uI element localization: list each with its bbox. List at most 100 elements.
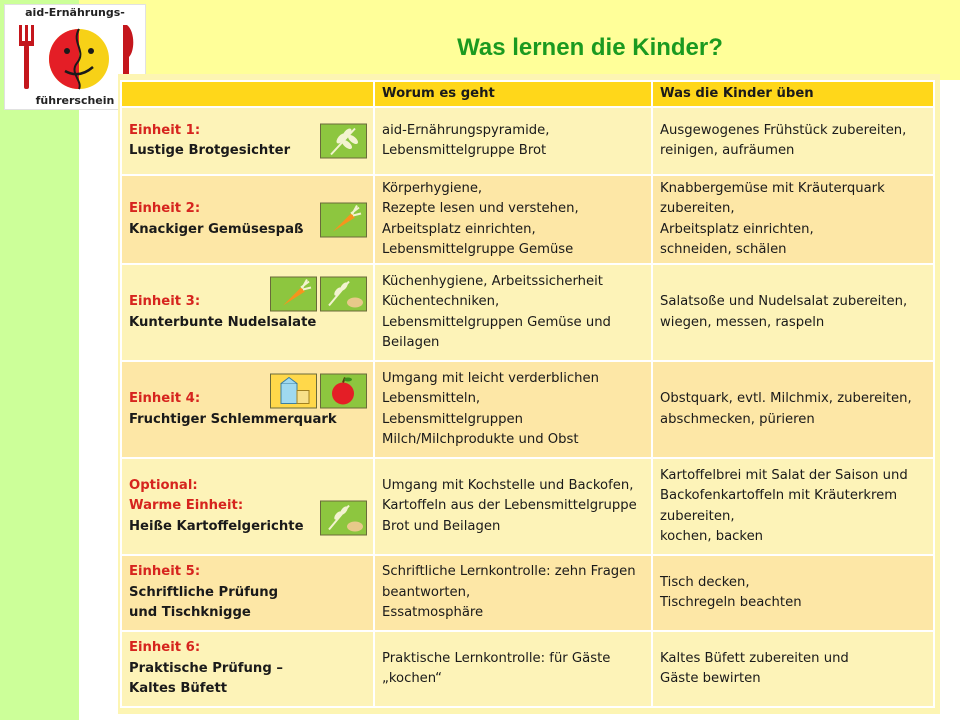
header-unit — [120, 80, 375, 108]
table-header-row: Worum es geht Was die Kinder üben — [120, 80, 935, 108]
curriculum-table-wrapper: Worum es geht Was die Kinder üben Einhei… — [118, 74, 940, 714]
top-band — [0, 0, 960, 80]
practice-line: schneiden, schälen — [660, 242, 787, 257]
grain-potato-icon — [320, 500, 367, 536]
topic-line: Kartoffeln aus der Lebensmittelgruppe — [382, 498, 637, 514]
table-row: Einheit 5: Schriftliche Prüfung und Tisc… — [120, 554, 935, 632]
topic-line: Umgang mit leicht verderblichen — [382, 370, 599, 386]
unit-label: Einheit 4: — [129, 391, 201, 406]
topic-line: Rezepte lesen und verstehen, — [382, 201, 579, 216]
unit-label: Einheit 5: — [129, 564, 201, 580]
topic-cell: Körperhygiene, Rezepte lesen und versteh… — [373, 174, 653, 265]
practice-cell: Knabbergemüse mit Kräuterquark zubereite… — [651, 174, 935, 265]
topic-line: Küchenhygiene, Arbeitssicherheit — [382, 273, 603, 289]
topic-line: Arbeitsplatz einrichten, — [382, 221, 536, 237]
unit-label: Einheit 6: — [129, 640, 201, 656]
table-row: Einheit 4: Fruchtiger Schlemmerquark Umg… — [120, 360, 935, 459]
topic-line: Lebensmitteln, — [382, 391, 481, 406]
practice-line: Tisch decken, — [660, 574, 750, 590]
unit-label: Einheit 2: — [129, 201, 201, 216]
topic-cell: aid-Ernährungspyramide, Lebensmittelgrup… — [373, 106, 653, 176]
topic-line: Praktische Lernkontrolle: für Gäste — [382, 650, 611, 666]
practice-line: Salatsoße und Nudelsalat zubereiten, — [660, 294, 908, 309]
practice-line: Obstquark, evtl. Milchmix, zubereiten, — [660, 391, 912, 406]
practice-line: abschmecken, pürieren — [660, 411, 815, 427]
table-row: Einheit 6: Praktische Prüfung – Kaltes B… — [120, 630, 935, 708]
topic-line: Körperhygiene, — [382, 180, 483, 196]
logo-top-text: aid-Ernährungs- — [25, 6, 125, 19]
topic-cell: Umgang mit Kochstelle und Backofen, Kart… — [373, 457, 653, 556]
table-row: Optional: Warme Einheit: Heiße Kartoffel… — [120, 457, 935, 556]
practice-line: Backofenkartoffeln mit Kräuterkrem — [660, 488, 898, 503]
practice-cell: Obstquark, evtl. Milchmix, zubereiten, a… — [651, 360, 935, 459]
unit-name-secondary: und Tischknigge — [129, 605, 251, 621]
unit-cell: Einheit 6: Praktische Prüfung – Kaltes B… — [120, 630, 375, 708]
unit-cell: Einheit 5: Schriftliche Prüfung und Tisc… — [120, 554, 375, 632]
practice-cell: Tisch decken, Tischregeln beachten — [651, 554, 935, 632]
practice-line: kochen, backen — [660, 529, 764, 544]
unit-label-secondary: Warme Einheit: — [129, 498, 244, 514]
unit-name: Heiße Kartoffelgerichte — [129, 518, 304, 534]
unit-cell: Optional: Warme Einheit: Heiße Kartoffel… — [120, 457, 375, 556]
topic-line: Umgang mit Kochstelle und Backofen, — [382, 477, 634, 493]
practice-line: Knabbergemüse mit Kräuterquark — [660, 180, 885, 196]
topic-line: Milch/Milchprodukte und Obst — [382, 432, 579, 447]
topic-line: Lebensmittelgruppe Brot — [382, 143, 547, 158]
topic-line: Brot und Beilagen — [382, 518, 501, 534]
unit-name: Lustige Brotgesichter — [129, 143, 291, 158]
unit-name: Praktische Prüfung – — [129, 660, 283, 676]
practice-line: Ausgewogenes Frühstück zubereiten, — [660, 122, 907, 138]
practice-line: reinigen, aufräumen — [660, 143, 795, 158]
topic-line: „kochen“ — [382, 671, 443, 686]
unit-name-secondary: Kaltes Büfett — [129, 681, 228, 697]
practice-line: zubereiten, — [660, 201, 735, 216]
practice-cell: Salatsoße und Nudelsalat zubereiten, wie… — [651, 263, 935, 362]
topic-line: Lebensmittelgruppen — [382, 411, 523, 427]
curriculum-table: Worum es geht Was die Kinder üben Einhei… — [120, 80, 935, 708]
header-practice: Was die Kinder üben — [651, 80, 935, 108]
topic-line: Küchentechniken, — [382, 294, 500, 309]
cutlery-face-icon — [19, 25, 134, 90]
topic-cell: Umgang mit leicht verderblichen Lebensmi… — [373, 360, 653, 459]
apple-icon — [320, 373, 367, 408]
unit-name: Kunterbunte Nudelsalate — [129, 314, 317, 330]
carrot-icon — [320, 202, 367, 237]
practice-line: wiegen, messen, raspeln — [660, 314, 825, 330]
unit-cell: Einheit 1: Lustige Brotgesichter — [120, 106, 375, 176]
unit-name: Knackiger Gemüsespaß — [129, 221, 304, 237]
practice-line: Kartoffelbrei mit Salat der Saison und — [660, 467, 908, 483]
practice-line: Tischregeln beachten — [660, 595, 802, 610]
topic-line: Schriftliche Lernkontrolle: zehn Fragen — [382, 564, 636, 580]
practice-cell: Kaltes Büfett zubereiten und Gäste bewir… — [651, 630, 935, 708]
topic-cell: Schriftliche Lernkontrolle: zehn Fragen … — [373, 554, 653, 632]
unit-cell: Einheit 4: Fruchtiger Schlemmerquark — [120, 360, 375, 459]
unit-cell: Einheit 2: Knackiger Gemüsespaß — [120, 174, 375, 265]
practice-line: zubereiten, — [660, 508, 735, 524]
grain-icon — [320, 123, 367, 159]
topic-line: Lebensmittelgruppe Gemüse — [382, 242, 574, 257]
topic-line: Lebensmittelgruppen Gemüse und — [382, 314, 611, 330]
table-row: Einheit 2: Knackiger Gemüsespaß Körperhy… — [120, 174, 935, 265]
table-row: Einheit 1: Lustige Brotgesichter aid-Ern… — [120, 106, 935, 176]
topic-cell: Praktische Lernkontrolle: für Gäste „koc… — [373, 630, 653, 708]
topic-cell: Küchenhygiene, Arbeitssicherheit Küchent… — [373, 263, 653, 362]
practice-line: Arbeitsplatz einrichten, — [660, 221, 814, 237]
unit-label: Optional: — [129, 477, 198, 493]
practice-cell: Ausgewogenes Frühstück zubereiten, reini… — [651, 106, 935, 176]
unit-name: Schriftliche Prüfung — [129, 584, 279, 600]
unit-label: Einheit 3: — [129, 294, 201, 309]
practice-line: Gäste bewirten — [660, 671, 761, 686]
topic-line: beantworten, — [382, 584, 471, 600]
grain-potato-icon — [320, 276, 367, 311]
topic-line: Beilagen — [382, 335, 440, 350]
unit-name: Fruchtiger Schlemmerquark — [129, 411, 337, 427]
logo-bottom-text: führerschein — [35, 94, 115, 107]
topic-line: Essatmosphäre — [382, 605, 484, 621]
practice-line: Kaltes Büfett zubereiten und — [660, 650, 849, 666]
table-row: Einheit 3: Kunterbunte Nudelsalate Küche… — [120, 263, 935, 362]
header-topic: Worum es geht — [373, 80, 653, 108]
topic-line: aid-Ernährungspyramide, — [382, 122, 550, 138]
left-strip — [0, 0, 79, 720]
milk-cheese-icon — [270, 373, 317, 408]
unit-cell: Einheit 3: Kunterbunte Nudelsalate — [120, 263, 375, 362]
